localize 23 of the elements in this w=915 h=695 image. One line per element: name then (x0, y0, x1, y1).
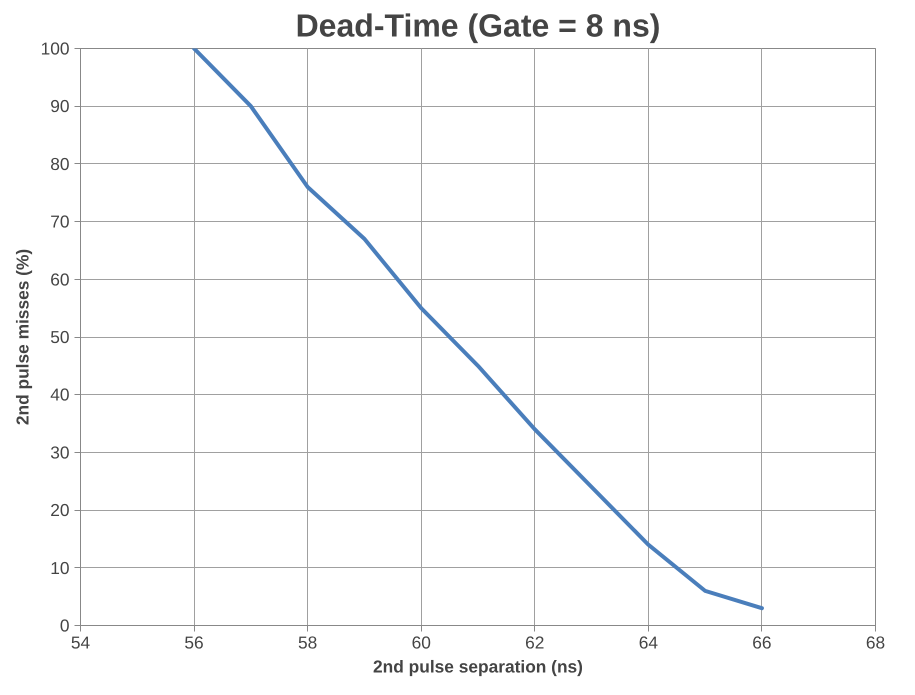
y-tick-label: 20 (50, 500, 70, 520)
y-tick-label: 100 (40, 38, 70, 58)
x-tick-label: 64 (638, 632, 658, 652)
line-series (192, 48, 764, 610)
x-axis-title: 2nd pulse separation (ns) (373, 656, 583, 676)
x-tick-label: 66 (752, 632, 772, 652)
y-tick-label: 70 (50, 212, 70, 232)
x-tick-label: 58 (298, 632, 318, 652)
y-tick-label: 0 (60, 616, 70, 636)
x-tick-label: 68 (866, 632, 886, 652)
y-tick-label: 10 (50, 558, 70, 578)
y-axis-title: 2nd pulse misses (%) (12, 248, 33, 426)
y-tick-label: 40 (50, 384, 70, 405)
y-tick-label: 80 (50, 154, 70, 174)
x-tick-label: 62 (525, 632, 544, 652)
y-tick-label: 50 (50, 327, 70, 347)
x-tick-label: 56 (184, 632, 204, 652)
y-tick-label: 60 (50, 269, 70, 290)
y-tick-label: 30 (50, 442, 70, 462)
y-tick-label: 90 (50, 96, 70, 116)
x-tick-label: 54 (70, 632, 90, 652)
chart-title: Dead-Time (Gate = 8 ns) (296, 8, 660, 44)
x-tick-label: 60 (412, 632, 431, 652)
